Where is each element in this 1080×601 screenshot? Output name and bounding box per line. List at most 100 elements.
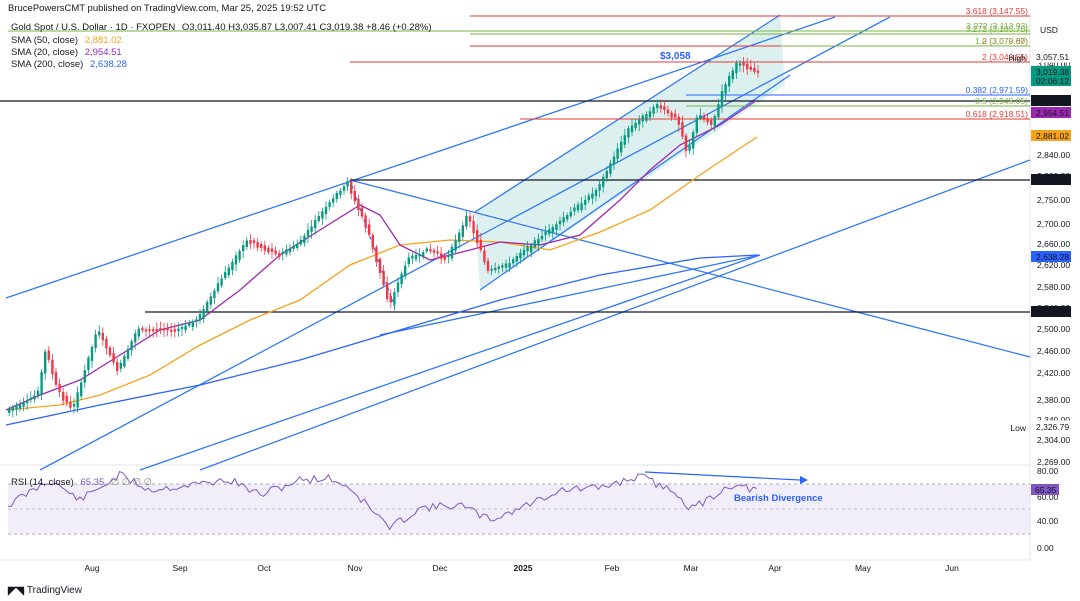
trendline xyxy=(474,14,781,213)
candle-body xyxy=(742,61,745,66)
candle-body xyxy=(476,230,479,244)
published-caption: BrucePowersCMT published on TradingView.… xyxy=(8,3,327,14)
candle-body xyxy=(458,232,461,242)
sma200-line xyxy=(5,254,759,426)
candle-body xyxy=(159,328,162,331)
price-badge xyxy=(1031,95,1071,106)
price-tick-label: 2,500.00 xyxy=(1037,324,1070,334)
candle-body xyxy=(231,261,234,271)
candle-body xyxy=(119,362,122,369)
price-tick-label: 2,269.00 xyxy=(1037,457,1070,467)
candle-body xyxy=(533,240,536,248)
symbol-legend: Gold Spot / U.S. Dollar · 1D · FXOPEN O3… xyxy=(11,22,431,33)
candle-body xyxy=(630,125,634,133)
candle-body xyxy=(130,341,133,351)
candle-body xyxy=(11,407,14,411)
fib-level-label: 3.618 (3,147.55) xyxy=(966,6,1029,16)
price-tick-label: 2,420.00 xyxy=(1037,368,1070,378)
candle-body xyxy=(177,328,180,332)
candle-body xyxy=(238,251,241,260)
candle-body xyxy=(728,76,731,87)
candle-body xyxy=(519,252,522,259)
candle-body xyxy=(368,224,371,235)
candle-body xyxy=(641,115,644,122)
candle-body xyxy=(116,361,119,372)
candle-body xyxy=(483,250,486,263)
candle-body xyxy=(688,145,691,151)
candle-body xyxy=(18,404,22,409)
candle-body xyxy=(411,255,414,259)
candle-body xyxy=(220,278,223,286)
price-tick-label: 2,700.00 xyxy=(1037,219,1070,229)
candle-body xyxy=(648,111,652,118)
candle-body xyxy=(472,221,475,234)
time-tick-label: Nov xyxy=(347,563,363,573)
candle-body xyxy=(749,66,752,70)
candle-body xyxy=(353,190,356,202)
trendline xyxy=(479,74,791,291)
price-tick-label: 2,340.00 xyxy=(1037,415,1070,425)
candle-body xyxy=(522,249,526,256)
candle-body xyxy=(357,199,360,210)
candle-body xyxy=(15,405,18,410)
candle-body xyxy=(494,267,497,271)
candle-body xyxy=(152,329,155,332)
candle-body xyxy=(396,282,400,293)
candle-body xyxy=(659,105,662,109)
candle-body xyxy=(314,220,317,229)
sma50-value: 2,881.02 xyxy=(84,35,122,46)
candle-body xyxy=(292,245,295,249)
price-badge-value: 2,956.13 xyxy=(1036,96,1069,106)
candle-body xyxy=(436,251,439,254)
trendline xyxy=(379,254,761,336)
candle-body xyxy=(465,215,468,227)
candle-body xyxy=(720,91,724,107)
candle-body xyxy=(731,70,734,80)
candle-body xyxy=(195,319,198,322)
candle-body xyxy=(213,290,216,299)
candle-body xyxy=(209,296,212,305)
candle-body xyxy=(98,331,101,336)
candle-body xyxy=(134,333,137,343)
trendline xyxy=(199,159,1031,471)
tradingview-logo[interactable]: ◤◥ TradingView xyxy=(8,584,82,597)
candle-body xyxy=(252,240,256,244)
candle-body xyxy=(339,190,342,195)
candle-body xyxy=(173,329,176,332)
candle-body xyxy=(65,395,68,403)
candle-body xyxy=(695,117,698,133)
candle-body xyxy=(191,321,194,328)
candle-body xyxy=(468,216,472,222)
candle-body xyxy=(512,259,515,264)
candle-body xyxy=(249,239,252,244)
ohlc-values: O3,011.40 H3,035.87 L3,007.41 C3,019.38 … xyxy=(181,22,432,33)
candle-body xyxy=(544,231,547,236)
candle-body xyxy=(206,302,209,312)
candle-body xyxy=(393,292,396,305)
sma200-value: 2,638.28 xyxy=(89,59,127,70)
fib-level-label: 3.272 (3,105.70) xyxy=(966,24,1029,34)
badge-label: High xyxy=(1009,53,1027,63)
candle-body xyxy=(548,229,551,235)
candle-body xyxy=(26,400,29,404)
sma20-legend: SMA (20, close) 2,954.51 xyxy=(11,47,122,58)
candle-body xyxy=(580,203,583,211)
time-tick-label: Aug xyxy=(84,563,99,573)
time-tick-label: 2025 xyxy=(514,563,533,573)
candle-body xyxy=(666,109,670,114)
candle-body xyxy=(537,238,540,245)
candle-body xyxy=(681,122,684,137)
candle-body xyxy=(69,401,72,408)
symbol-name: Gold Spot / U.S. Dollar · 1D · FXOPEN xyxy=(11,22,176,33)
candle-body xyxy=(573,207,576,212)
candle-body xyxy=(87,357,90,371)
price-badge-value: 3,057.51 xyxy=(1036,52,1069,62)
candle-body xyxy=(317,216,320,221)
candle-body xyxy=(623,135,626,145)
candle-body xyxy=(310,226,313,232)
candle-body xyxy=(303,235,306,244)
price-badge xyxy=(1031,251,1071,262)
currency-label[interactable]: USD xyxy=(1040,25,1058,35)
tv-logo-icon: ◤◥ xyxy=(8,585,24,597)
